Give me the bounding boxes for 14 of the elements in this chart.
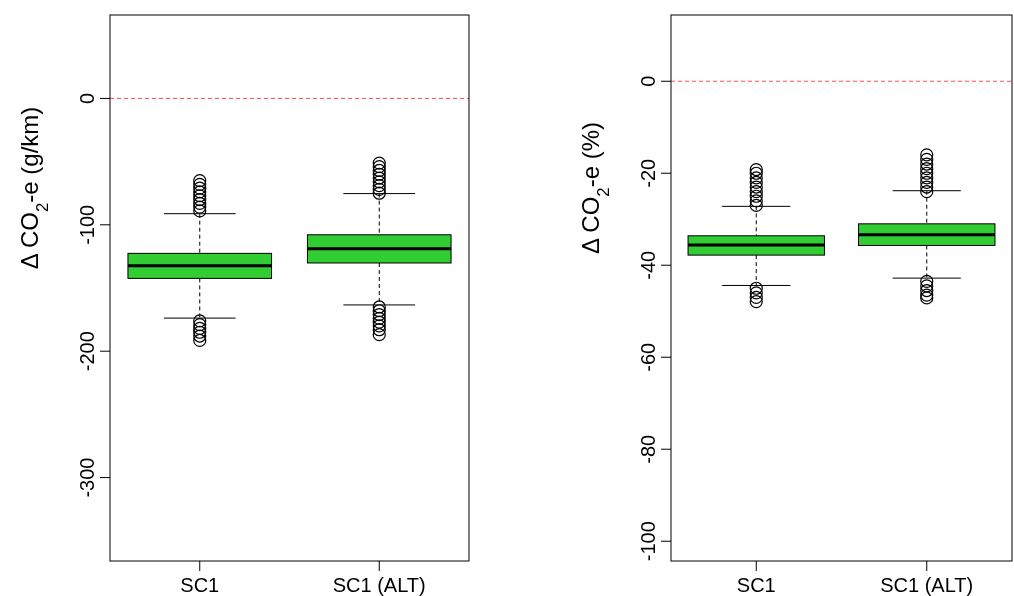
y-tick-label: -60 xyxy=(637,342,659,372)
x-tick-label: SC1 (ALT) xyxy=(880,574,974,596)
y-tick-label: -100 xyxy=(637,521,659,562)
y-tick-label: -20 xyxy=(637,158,659,188)
y-tick-label: -80 xyxy=(637,434,659,464)
y-tick-label: -300 xyxy=(76,457,98,498)
y-tick-label: 0 xyxy=(637,75,659,87)
y-tick-label: -200 xyxy=(76,331,98,372)
y-tick-label: -100 xyxy=(76,204,98,245)
y-tick-label: 0 xyxy=(76,92,98,104)
x-tick-label: SC1 xyxy=(736,574,776,596)
x-tick-label: SC1 (ALT) xyxy=(332,574,426,596)
x-tick-label: SC1 xyxy=(180,574,220,596)
y-tick-label: -40 xyxy=(637,250,659,280)
